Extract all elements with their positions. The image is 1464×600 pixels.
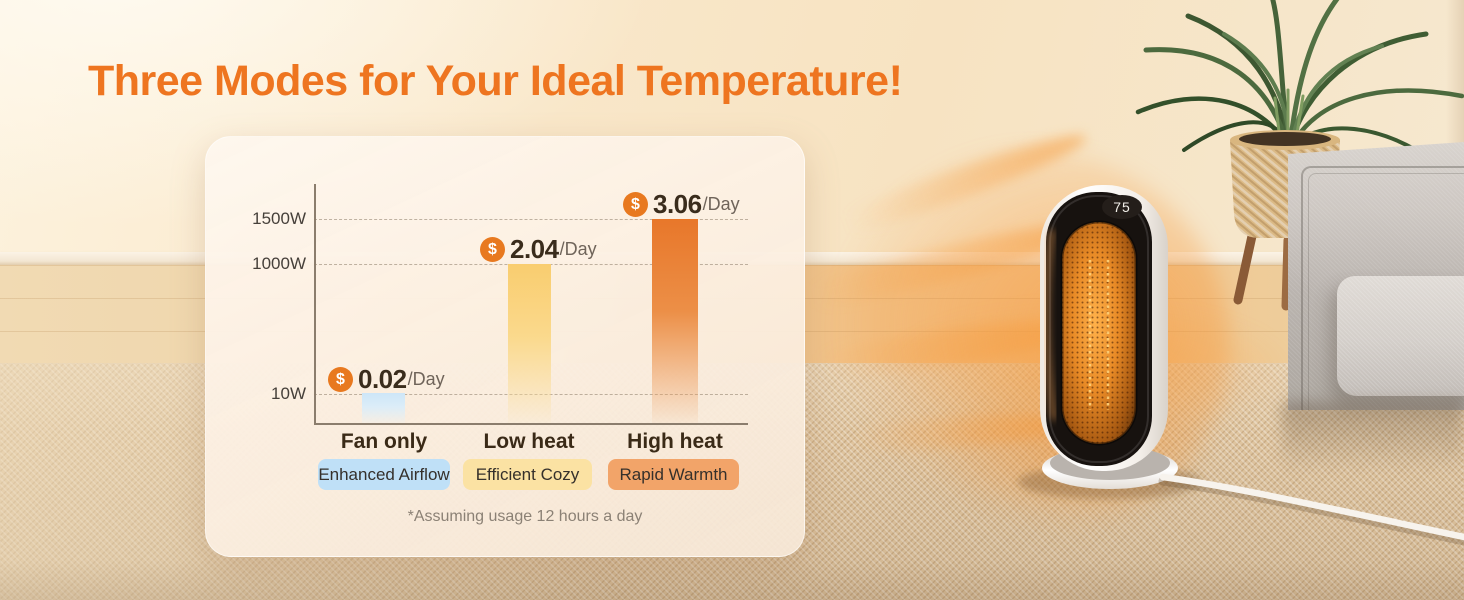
category-label-low-heat: Low heat	[483, 430, 575, 453]
cost-suffix: /Day	[559, 239, 597, 259]
dollar-icon: $	[328, 367, 353, 392]
palm-fronds	[1135, 0, 1464, 152]
sofa-seam-stitching	[1301, 166, 1464, 410]
cost-label-low-heat: $ 2.04 /Day	[480, 234, 597, 265]
space-heater-product: 75	[1018, 185, 1202, 499]
badge-rapid-warmth: Rapid Warmth	[608, 459, 739, 490]
bar-low-heat	[508, 264, 551, 424]
chart-footnote: *Assuming usage 12 hours a day	[407, 508, 643, 525]
heater-temperature-readout: 75	[1113, 199, 1131, 215]
cost-amount: 3.06	[653, 189, 702, 219]
bar-fan-only	[362, 393, 405, 424]
cost-amount: 2.04	[510, 234, 559, 264]
cost-suffix: /Day	[702, 194, 740, 214]
heating-element-glow	[1060, 220, 1138, 446]
ytick-1500w: 1500W	[252, 209, 306, 228]
badge-enhanced-airflow: Enhanced Airflow	[318, 459, 450, 490]
cost-amount: 0.02	[358, 364, 407, 394]
gridline-1500w	[314, 219, 748, 220]
badge-efficient-cozy: Efficient Cozy	[463, 459, 592, 490]
dollar-icon: $	[623, 192, 648, 217]
sofa-shadow	[1282, 402, 1464, 472]
cost-comparison-chart-card: 1500W 1000W 10W $ 0.02 /Day $ 2.04 /Day …	[205, 136, 805, 557]
ytick-1000w: 1000W	[252, 254, 306, 273]
x-axis-line	[314, 423, 748, 425]
sofa-cushion	[1337, 276, 1464, 396]
ytick-10w: 10W	[271, 384, 306, 403]
category-label-fan-only: Fan only	[340, 430, 428, 453]
category-label-high-heat: High heat	[627, 430, 723, 453]
y-axis-line	[314, 184, 316, 424]
page-title: Three Modes for Your Ideal Temperature!	[88, 57, 903, 105]
cost-label-high-heat: $ 3.06 /Day	[623, 189, 740, 220]
sofa-seam-stitching	[1308, 173, 1464, 410]
bar-high-heat	[652, 219, 698, 424]
bottom-vignette	[0, 560, 1464, 600]
cost-suffix: /Day	[407, 369, 445, 389]
cost-label-fan-only: $ 0.02 /Day	[328, 364, 445, 395]
heater-display: 75	[1102, 195, 1142, 219]
dollar-icon: $	[480, 237, 505, 262]
